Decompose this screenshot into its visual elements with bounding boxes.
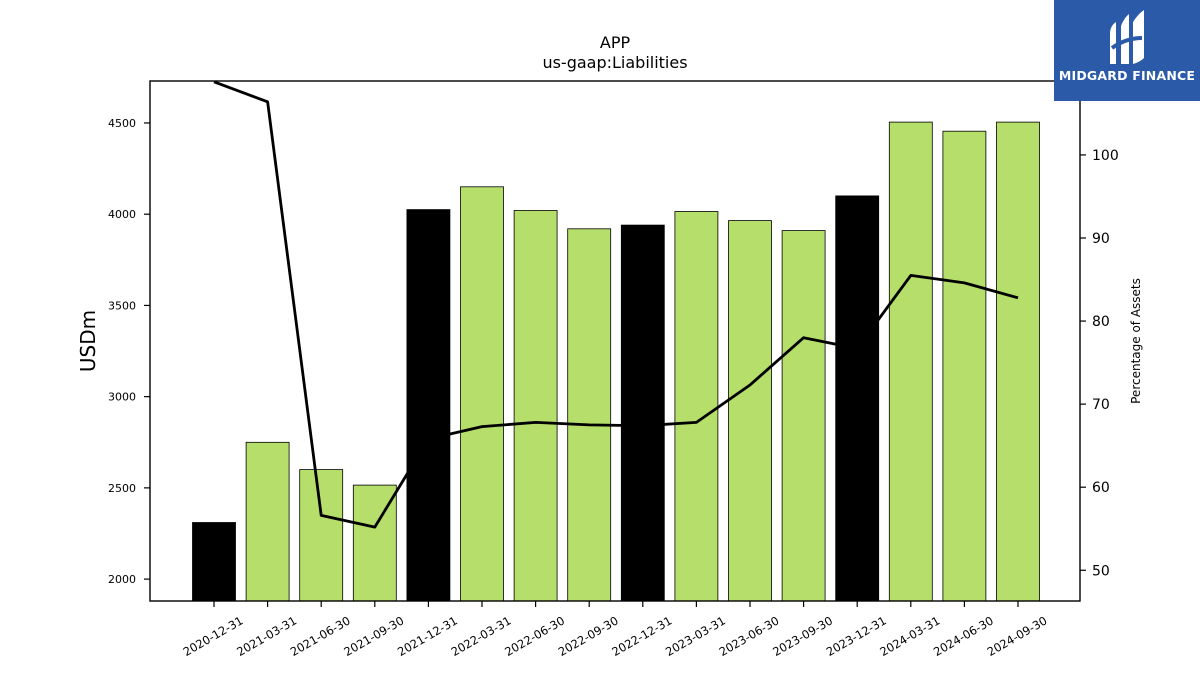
x-tick-label-2024-09-30: 2024-09-30 [985, 613, 1050, 659]
x-tick-label-2021-09-30: 2021-09-30 [341, 613, 406, 659]
y2-tick-label-100: 100 [1092, 148, 1119, 164]
bar-2023-06-30 [728, 220, 772, 602]
x-tick-label-2022-12-31: 2022-12-31 [609, 613, 674, 659]
bar-2024-09-30 [996, 121, 1040, 602]
y2-tick-label-80: 80 [1092, 314, 1110, 330]
bar-2024-06-30 [942, 130, 987, 602]
x-tick-label-2023-03-31: 2023-03-31 [663, 613, 728, 659]
x-tick-label-2022-09-30: 2022-09-30 [556, 613, 621, 659]
bar-2022-03-31 [460, 186, 504, 602]
x-tick-label-2024-06-30: 2024-06-30 [931, 613, 996, 659]
bar-2023-12-31 [835, 195, 880, 602]
y-tick-label-4000: 4000 [108, 208, 136, 221]
x-tick-label-2023-09-30: 2023-09-30 [770, 613, 835, 659]
y-tick-label-3500: 3500 [108, 299, 136, 312]
y-axis-label: USDm [76, 310, 100, 372]
x-tick-label-2023-12-31: 2023-12-31 [824, 613, 889, 659]
bar-2022-06-30 [513, 210, 558, 602]
x-tick-label-2021-12-31: 2021-12-31 [395, 613, 460, 659]
logo-text: MIDGARD FINANCE [1058, 68, 1196, 83]
y2-tick-label-90: 90 [1092, 231, 1110, 247]
bar-2021-03-31 [245, 441, 290, 602]
chart-subtitle: us-gaap:Liabilities [542, 53, 687, 72]
y-tick-label-3000: 3000 [108, 391, 136, 404]
bar-2024-03-31 [888, 121, 933, 602]
x-tick-label-2024-03-31: 2024-03-31 [877, 613, 942, 659]
bar-2023-09-30 [781, 230, 826, 602]
y-axis-left: 2000 2500 3000 3500 4000 4500 [108, 117, 150, 586]
x-tick-label-2022-03-31: 2022-03-31 [449, 613, 514, 659]
bar-series [192, 121, 1040, 602]
y2-axis-label: Percentage of Assets [1129, 278, 1143, 404]
bar-2022-09-30 [567, 228, 612, 602]
logo-mark-icon [1110, 10, 1144, 64]
y-tick-label-4500: 4500 [108, 117, 136, 130]
percentage-line [213, 80, 1019, 529]
x-axis: 2020-12-312021-03-312021-06-302021-09-30… [181, 601, 1050, 659]
x-tick-label-2021-03-31: 2021-03-31 [234, 613, 299, 659]
y-tick-label-2000: 2000 [108, 573, 136, 586]
bar-2022-12-31 [620, 224, 665, 602]
x-tick-label-2022-06-30: 2022-06-30 [502, 613, 567, 659]
bar-2020-12-31 [192, 522, 236, 602]
y2-tick-label-60: 60 [1092, 480, 1110, 496]
y2-tick-label-50: 50 [1092, 563, 1110, 579]
y-axis-right: 50 60 70 80 90 100 [1080, 148, 1119, 579]
brand-logo: MIDGARD FINANCE [1054, 0, 1200, 101]
x-tick-label-2021-06-30: 2021-06-30 [288, 613, 353, 659]
x-tick-label-2020-12-31: 2020-12-31 [181, 613, 246, 659]
x-tick-label-2023-06-30: 2023-06-30 [717, 613, 782, 659]
y-tick-label-2500: 2500 [108, 482, 136, 495]
chart-title: APP [600, 33, 631, 52]
plot-frame [149, 80, 1081, 602]
bar-2023-03-31 [674, 211, 719, 602]
line-series [213, 80, 1019, 529]
bar-2021-12-31 [406, 209, 451, 602]
bar-2021-06-30 [299, 469, 344, 602]
y2-tick-label-70: 70 [1092, 397, 1110, 413]
